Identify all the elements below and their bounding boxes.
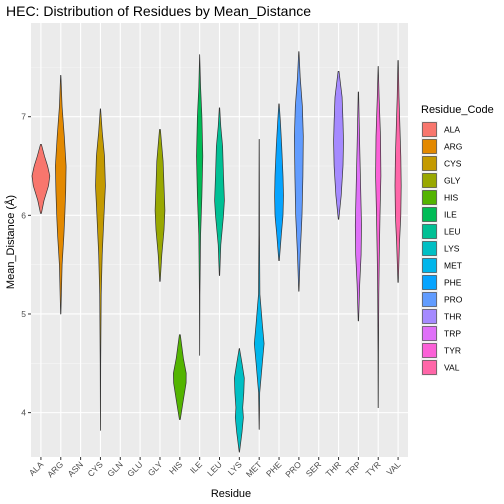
legend-label: HIS	[444, 193, 459, 203]
x-tick-label: GLU	[125, 459, 144, 478]
x-tick-label: CYS	[85, 459, 105, 479]
legend-label: ILE	[444, 210, 457, 220]
y-axis: 4 5 6 7	[21, 112, 31, 418]
x-axis: ALA ARG ASN CYS GLN GLU GLY HIS ILE LEU LYS MET PHE P…	[27, 457, 403, 479]
x-tick-label: GLY	[146, 459, 165, 478]
legend-swatch-phe	[423, 276, 437, 290]
x-axis-title: Residue	[211, 488, 251, 500]
x-tick-label: TRP	[344, 459, 363, 478]
legend-swatch-trp	[423, 327, 437, 341]
legend-swatch-his	[423, 191, 437, 205]
legend-swatch-thr	[423, 310, 437, 324]
legend-label: GLY	[444, 176, 461, 186]
y-tick-label: 7	[21, 112, 26, 122]
x-tick-label: HIS	[167, 459, 184, 476]
x-tick-label: ARG	[45, 459, 65, 479]
x-tick-label: PRO	[283, 459, 303, 479]
y-tick-label: 4	[21, 408, 26, 418]
legend-swatch-ile	[423, 208, 437, 222]
legend-swatch-ala	[423, 123, 437, 137]
legend-swatch-gly	[423, 174, 437, 188]
x-tick-label: GLN	[105, 459, 124, 478]
y-axis-title: Mean_Distance (Å)	[4, 195, 17, 289]
legend-label: ALA	[444, 125, 460, 135]
x-tick-label: ASN	[66, 459, 85, 478]
legend-label: CYS	[444, 159, 462, 169]
x-tick-label: PHE	[264, 459, 284, 479]
x-tick-label: ILE	[188, 459, 204, 475]
x-tick-label: SER	[304, 459, 323, 478]
legend-label: TRP	[444, 329, 461, 339]
legend-label: TYR	[444, 346, 461, 356]
y-tick-label: 5	[21, 309, 26, 319]
legend-label: THR	[444, 312, 461, 322]
y-tick-label: 6	[21, 210, 26, 220]
legend-swatch-arg	[423, 140, 437, 154]
legend-label: ARG	[444, 142, 462, 152]
legend-swatch-val	[423, 361, 437, 375]
legend-label: PHE	[444, 278, 462, 288]
legend-label: LYS	[444, 244, 460, 254]
legend-swatch-met	[423, 259, 437, 273]
legend-label: PRO	[444, 295, 463, 305]
legend-swatch-pro	[423, 293, 437, 307]
x-tick-label: LYS	[226, 459, 244, 477]
legend-swatch-tyr	[423, 344, 437, 358]
x-tick-label: LEU	[205, 459, 224, 478]
legend-swatch-leu	[423, 225, 437, 239]
legend-label: LEU	[444, 227, 461, 237]
x-tick-label: VAL	[385, 459, 403, 477]
x-tick-label: MET	[244, 459, 264, 479]
legend-swatch-cys	[423, 157, 437, 171]
legend-label: VAL	[444, 363, 460, 373]
x-tick-label: TYR	[364, 459, 383, 478]
legend: Residue_Code ALA ARG CYS GLY HIS ILE LEU LYS MET…	[421, 104, 494, 376]
legend-swatch-lys	[423, 242, 437, 256]
legend-label: MET	[444, 261, 462, 271]
legend-title: Residue_Code	[421, 104, 494, 116]
chart-title: HEC: Distribution of Residues by Mean_Di…	[6, 3, 311, 19]
x-tick-label: ALA	[27, 459, 46, 478]
x-tick-label: THR	[324, 459, 343, 478]
